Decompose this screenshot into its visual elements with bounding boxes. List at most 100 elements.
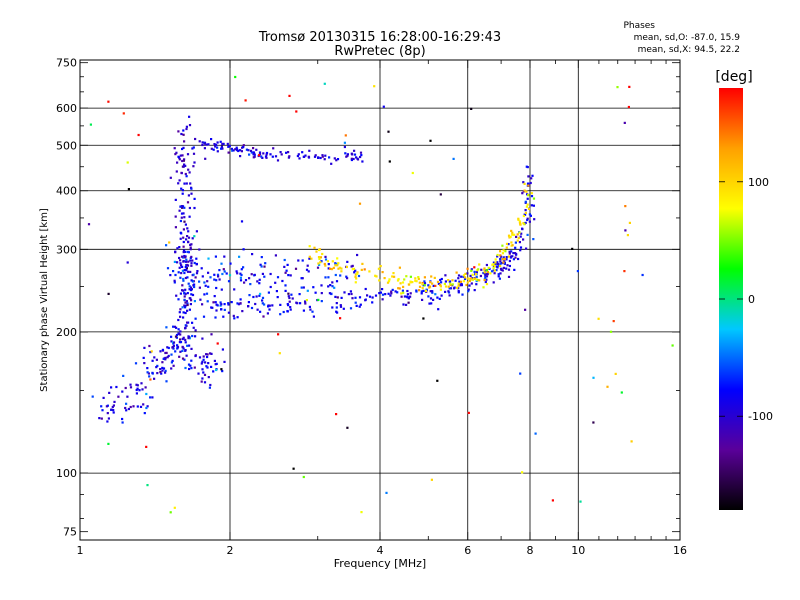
data-point	[616, 86, 619, 89]
data-point	[177, 182, 180, 185]
data-point	[188, 288, 191, 291]
data-point	[191, 147, 194, 150]
data-point	[191, 280, 194, 283]
data-point	[671, 344, 674, 347]
data-point	[347, 293, 350, 296]
data-point	[136, 405, 139, 408]
data-point	[288, 155, 291, 158]
data-point	[165, 351, 168, 354]
data-point	[437, 308, 440, 311]
data-point	[212, 301, 215, 304]
data-point	[447, 291, 451, 294]
data-point	[194, 335, 197, 338]
data-point	[345, 275, 348, 278]
data-point	[183, 292, 186, 295]
data-point	[301, 259, 304, 262]
data-point	[189, 286, 193, 289]
data-point	[203, 373, 207, 376]
colorbar-label: [deg]	[715, 69, 752, 85]
data-point	[520, 232, 523, 235]
data-point	[335, 159, 338, 162]
data-point	[302, 286, 305, 289]
data-point	[201, 275, 204, 278]
data-point	[235, 270, 238, 273]
data-point	[171, 346, 174, 349]
data-point	[205, 292, 209, 295]
data-point	[190, 264, 193, 267]
data-point	[319, 261, 322, 264]
data-point	[181, 349, 184, 352]
data-point	[193, 235, 196, 238]
data-point	[248, 277, 251, 280]
data-point	[614, 372, 617, 375]
data-point	[381, 288, 384, 291]
data-point	[503, 262, 506, 265]
data-point	[232, 149, 235, 152]
data-point	[339, 274, 342, 277]
gridlines	[80, 60, 680, 540]
data-point	[147, 372, 150, 375]
data-point	[151, 371, 154, 374]
data-point	[351, 268, 354, 271]
data-point	[387, 280, 391, 283]
data-point	[194, 317, 197, 320]
data-point	[448, 294, 451, 297]
data-point	[185, 127, 188, 131]
data-point	[227, 302, 230, 305]
data-point	[458, 280, 461, 283]
data-point	[227, 280, 231, 283]
data-point	[136, 384, 139, 387]
data-point	[494, 261, 497, 264]
data-point	[178, 311, 181, 314]
data-point	[170, 361, 173, 364]
data-point	[533, 218, 536, 221]
y-tick-label: 400	[56, 185, 77, 198]
data-point	[190, 359, 193, 362]
data-point	[184, 276, 187, 280]
data-point	[502, 256, 505, 259]
data-point	[449, 287, 452, 290]
data-point	[230, 301, 233, 304]
data-point	[180, 264, 183, 267]
data-point	[379, 291, 382, 294]
data-point	[422, 284, 425, 287]
data-point	[300, 277, 303, 280]
data-point	[127, 407, 130, 411]
data-point	[624, 229, 627, 232]
data-point	[198, 248, 201, 251]
data-point	[387, 130, 390, 133]
data-point	[354, 296, 357, 299]
data-point	[187, 260, 190, 263]
data-point	[500, 261, 503, 265]
data-point	[401, 281, 405, 284]
data-point	[181, 154, 184, 157]
data-point	[470, 277, 473, 280]
data-point	[339, 317, 342, 320]
data-point	[177, 130, 180, 133]
data-point	[485, 269, 488, 272]
data-point	[394, 290, 397, 293]
data-point	[399, 282, 402, 285]
data-point	[252, 153, 255, 156]
data-point	[263, 265, 266, 268]
data-point	[360, 511, 363, 514]
data-point	[499, 262, 502, 265]
data-point	[384, 293, 387, 296]
data-point	[135, 388, 138, 392]
data-point	[183, 299, 186, 302]
data-point	[423, 276, 426, 279]
data-point	[514, 241, 517, 244]
data-point	[353, 149, 356, 152]
data-point	[258, 294, 261, 297]
data-point	[205, 143, 208, 146]
data-point	[249, 149, 253, 152]
data-point	[351, 297, 354, 300]
data-point	[174, 335, 178, 338]
data-point	[188, 344, 191, 347]
data-point	[193, 300, 196, 303]
data-point	[360, 268, 363, 271]
data-point	[439, 283, 442, 287]
data-point	[124, 386, 127, 390]
data-point	[261, 302, 264, 305]
data-point	[630, 440, 633, 443]
